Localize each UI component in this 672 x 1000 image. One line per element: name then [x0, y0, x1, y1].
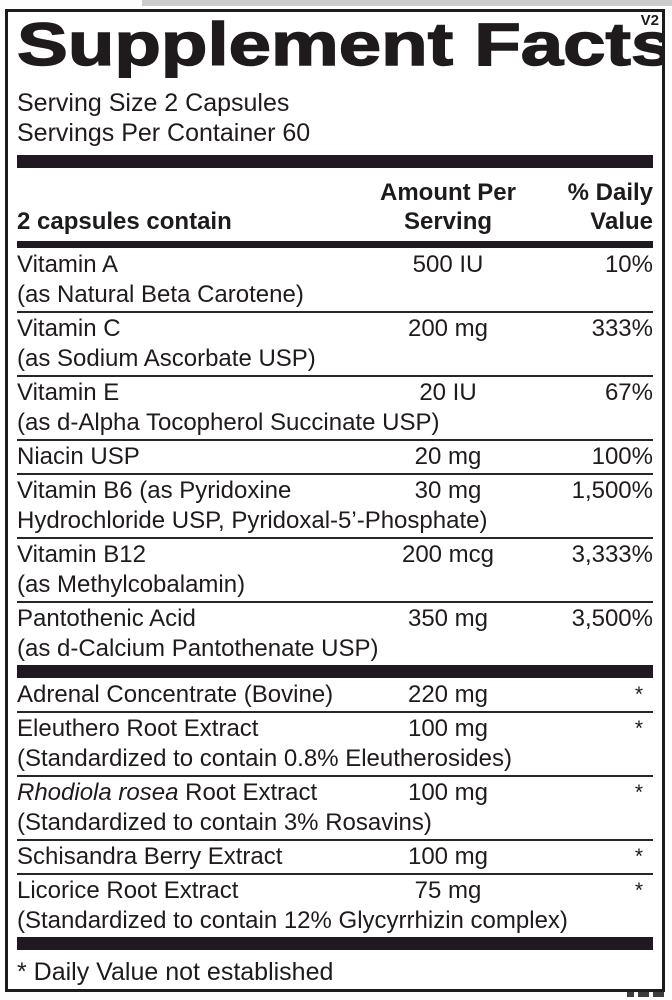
ingredient-amount: 100 mg — [407, 843, 489, 870]
ingredient-name: Rhodiola rosea Root Extract — [17, 779, 318, 806]
ingredient-detail: (as d-Alpha Tocopherol Succinate USP) — [17, 409, 440, 436]
thick-divider-bar — [17, 155, 653, 168]
column-header-item: 2 capsules contain — [17, 208, 232, 235]
ingredient-daily-value: * — [634, 879, 643, 902]
table-row-vitamin-b12: Vitamin B12 200 mcg 3,333% (as Methylcobal… — [17, 537, 653, 601]
ingredient-name: Schisandra Berry Extract — [17, 843, 283, 870]
ingredient-daily-value: 333% — [591, 315, 653, 342]
ingredient-amount: 20 mg — [414, 443, 482, 470]
ingredient-amount: 220 mg — [407, 681, 489, 708]
ingredient-amount: 200 mcg — [401, 541, 495, 568]
ingredient-daily-value: 1,500% — [571, 477, 653, 504]
ingredient-daily-value: 67% — [604, 379, 653, 406]
table-row-pantothenic-acid: Pantothenic Acid 350 mg 3,500% (as d-Calci… — [17, 601, 653, 665]
ingredient-name: Vitamin C — [17, 315, 121, 342]
ingredient-daily-value: 100% — [591, 443, 653, 470]
ingredient-daily-value: * — [634, 781, 643, 804]
table-row-rhodiola-rosea: Rhodiola rosea Root Extract 100 mg * (Stan… — [17, 775, 653, 839]
section-divider-bar — [17, 665, 653, 678]
table-header-row: 2 capsules contain Amount Per Serving % … — [17, 168, 653, 241]
ingredient-daily-value: * — [634, 683, 643, 706]
servings-per-container: Servings Per Container 60 — [17, 119, 311, 147]
table-row-vitamin-e: Vitamin E 20 IU 67% (as d-Alpha Tocopherol… — [17, 375, 653, 439]
ingredient-daily-value: 10% — [604, 251, 653, 278]
ingredient-detail: (as d-Calcium Pantothenate USP) — [17, 635, 379, 662]
ingredient-amount: 20 IU — [419, 379, 477, 406]
footnote-divider-bar — [17, 937, 653, 950]
table-row-adrenal-concentrate: Adrenal Concentrate (Bovine) 220 mg * — [17, 678, 653, 711]
fine-print-marks — [627, 992, 664, 997]
ingredient-detail: (as Natural Beta Carotene) — [17, 281, 304, 308]
ingredient-amount: 30 mg — [414, 477, 482, 504]
table-row-vitamin-c: Vitamin C 200 mg 333% (as Sodium Ascorbate… — [17, 311, 653, 375]
ingredient-amount: 100 mg — [407, 779, 489, 806]
ingredient-daily-value: 3,333% — [571, 541, 653, 568]
label-title-text: Supplement Facts — [16, 11, 665, 78]
ingredient-detail: (Standardized to contain 12% Glycyrrhizi… — [17, 907, 568, 934]
botanicals-section: Adrenal Concentrate (Bovine) 220 mg * Eleu… — [17, 678, 653, 937]
ingredient-amount: 500 IU — [412, 251, 484, 278]
ingredient-amount: 75 mg — [414, 877, 482, 904]
table-row-eleuthero-root: Eleuthero Root Extract 100 mg * (Standardi… — [17, 711, 653, 775]
serving-info: Serving Size 2 Capsules Servings Per Con… — [17, 88, 653, 148]
ingredient-detail: (as Methylcobalamin) — [17, 571, 246, 598]
ingredient-name: Eleuthero Root Extract — [17, 715, 259, 742]
table-row-schisandra-berry: Schisandra Berry Extract 100 mg * — [17, 839, 653, 873]
ingredient-name: Pantothenic Acid — [17, 605, 196, 632]
supplement-facts-label: V2 Supplement Facts Serving Size 2 Capsu… — [5, 9, 665, 992]
ingredient-daily-value: * — [634, 717, 643, 740]
column-header-amount: Amount Per Serving — [379, 179, 516, 235]
ingredient-amount: 350 mg — [407, 605, 489, 632]
column-header-daily-value: % Daily Value — [567, 179, 653, 235]
table-row-vitamin-b6: Vitamin B6 (as Pyridoxine 30 mg 1,500% Hyd… — [17, 473, 653, 537]
table-row-niacin: Niacin USP 20 mg 100% — [17, 439, 653, 473]
ingredient-name: Vitamin A — [17, 251, 118, 278]
serving-size: Serving Size 2 Capsules — [17, 89, 290, 117]
ingredient-detail: (Standardized to contain 0.8% Eleutheros… — [17, 745, 512, 772]
ingredient-name: Vitamin B6 (as Pyridoxine — [17, 477, 292, 504]
ingredient-amount: 200 mg — [407, 315, 489, 342]
daily-value-footnote: * Daily Value not established — [17, 958, 334, 986]
scan-artifact-strip — [142, 0, 672, 6]
version-tag: V2 — [640, 12, 659, 29]
label-title: Supplement Facts — [16, 13, 662, 76]
ingredient-daily-value: 3,500% — [571, 605, 653, 632]
ingredient-name: Licorice Root Extract — [17, 877, 239, 904]
table-row-vitamin-a: Vitamin A 500 IU 10% (as Natural Beta Caro… — [17, 248, 653, 311]
ingredient-name: Niacin USP — [17, 443, 140, 470]
ingredient-detail: Hydrochloride USP, Pyridoxal-5’-Phosphat… — [17, 507, 488, 534]
ingredient-detail: (Standardized to contain 3% Rosavins) — [17, 809, 432, 836]
table-row-licorice-root: Licorice Root Extract 75 mg * (Standardize… — [17, 873, 653, 937]
ingredient-name: Vitamin B12 — [17, 541, 146, 568]
vitamins-section: Vitamin A 500 IU 10% (as Natural Beta Caro… — [17, 248, 653, 665]
ingredient-daily-value: * — [634, 845, 643, 868]
ingredient-name: Adrenal Concentrate (Bovine) — [17, 681, 334, 708]
ingredient-amount: 100 mg — [407, 715, 489, 742]
header-divider-bar — [17, 241, 653, 248]
ingredient-detail: (as Sodium Ascorbate USP) — [17, 345, 316, 372]
ingredient-name: Vitamin E — [17, 379, 120, 406]
